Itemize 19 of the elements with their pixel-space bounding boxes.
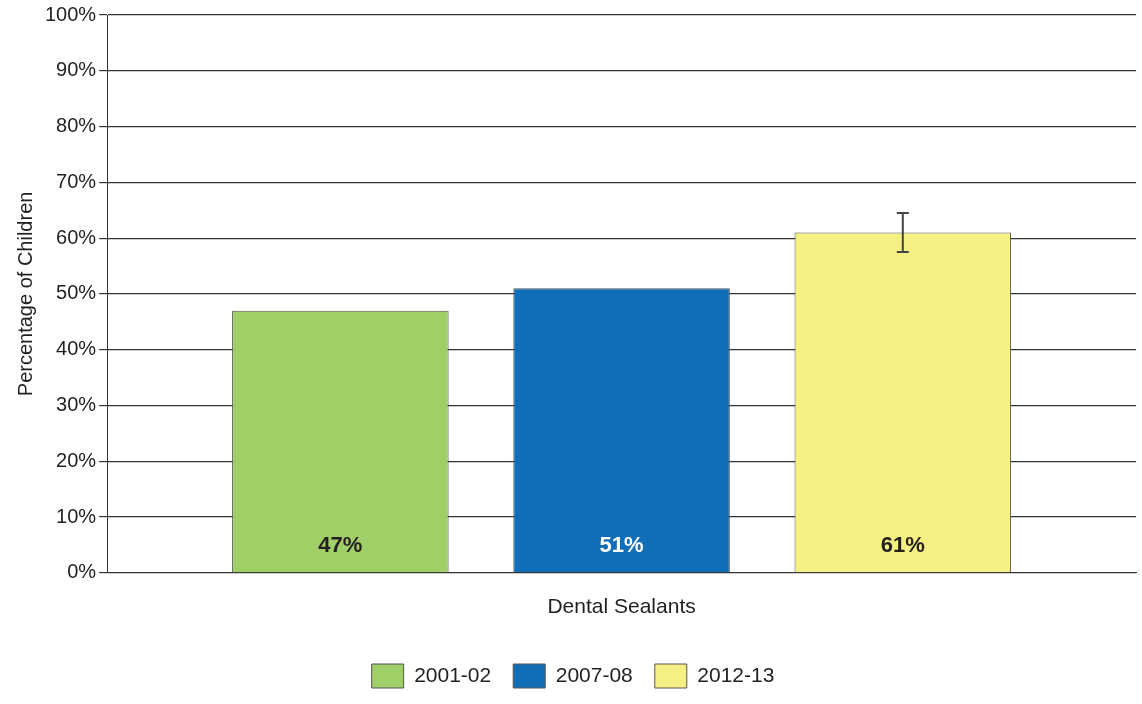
y-tick-label: 60%: [56, 225, 97, 248]
legend-label: 2001-02: [414, 662, 492, 686]
y-tick-label: 10%: [56, 504, 97, 527]
y-tick-label: 0%: [67, 560, 97, 583]
y-axis-title: Percentage of Children: [13, 191, 36, 397]
y-tick-label: 30%: [56, 392, 97, 415]
y-tick-label: 80%: [56, 114, 97, 137]
data-label: 47%: [318, 531, 363, 557]
y-tick-label: 50%: [56, 281, 97, 304]
data-label: 51%: [599, 531, 644, 557]
legend-label: 2012-13: [697, 662, 775, 686]
y-tick-label: 40%: [56, 337, 97, 360]
y-tick-label: 90%: [56, 58, 97, 81]
y-tick-label: 20%: [56, 448, 97, 471]
y-tick-label: 100%: [45, 2, 97, 25]
y-tick-label: 70%: [56, 169, 97, 192]
data-label: 61%: [880, 531, 925, 557]
legend-label: 2007-08: [555, 662, 633, 686]
x-tick-label: Dental Sealants: [547, 594, 696, 618]
